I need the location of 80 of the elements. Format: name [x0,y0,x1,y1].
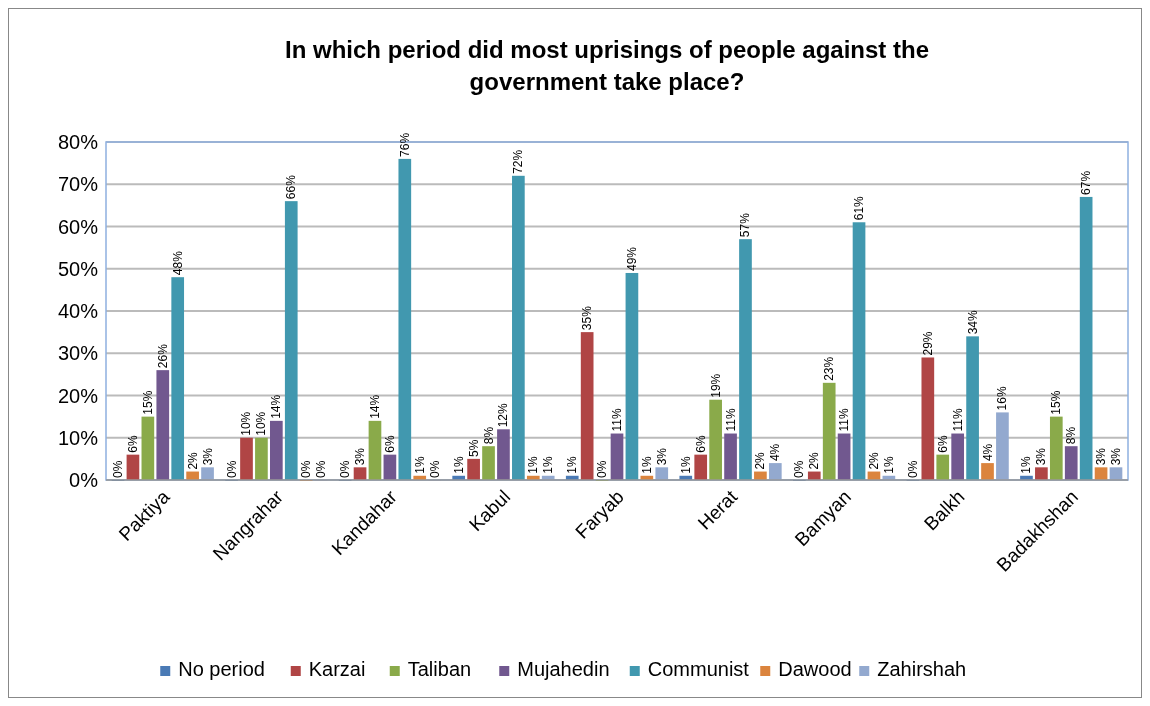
data-label: 3% [1034,447,1049,466]
data-label: 6% [125,434,140,453]
data-label: 23% [822,356,837,381]
y-tick-label: 10% [57,426,99,449]
data-label: 6% [693,434,708,453]
data-label: 6% [935,434,950,453]
data-label: 11% [723,408,738,432]
data-label: 6% [382,434,397,453]
data-label: 1% [881,456,896,474]
data-label: 1% [678,456,693,474]
data-label: 2% [807,451,822,470]
data-label: 35% [580,305,595,331]
data-label: 8% [481,426,496,445]
data-label: 3% [200,447,215,466]
y-tick-label: 40% [57,300,99,322]
data-label: 4% [980,443,995,462]
legend-label: Zahirshah [877,658,967,680]
y-tick-label: 0% [69,469,99,491]
data-label: 12% [496,402,511,428]
data-label: 1% [451,456,466,474]
data-label: 0% [338,460,353,478]
data-label: 3% [1094,447,1109,466]
data-label: 3% [654,447,669,466]
data-label: 4% [768,443,783,462]
data-label: 67% [1079,170,1094,195]
data-label: 48% [170,250,185,276]
data-label: 34% [965,310,980,335]
data-label: 66% [284,174,299,200]
legend-label: Karzai [308,658,366,680]
legend-label: Taliban [407,658,472,680]
data-label: 16% [995,386,1010,411]
data-label: 2% [185,451,200,470]
data-label: 61% [852,195,867,221]
data-label: 49% [624,246,639,271]
data-label: 72% [511,149,526,174]
data-label: 1% [541,456,556,474]
data-label: 10% [239,411,254,436]
data-label: 0% [314,460,329,478]
data-label: 1% [565,456,580,474]
data-label: 10% [254,411,269,436]
data-label: 76% [397,132,412,157]
data-label: 0% [427,460,442,478]
data-label: 26% [155,343,170,369]
data-label: 57% [738,212,753,238]
y-tick-label: 70% [57,173,99,196]
data-label: 11% [610,408,624,432]
data-label: 0% [224,460,239,478]
data-label: 8% [1064,426,1079,445]
data-label: 29% [920,331,935,356]
data-label: 2% [753,451,768,470]
y-tick-label: 50% [57,257,99,280]
data-label: 11% [837,408,852,432]
data-label: 3% [1108,447,1123,466]
legend-label: Mujahedin [517,658,610,680]
data-label: 0% [595,460,610,478]
data-label: 14% [269,394,284,419]
data-label: 1% [412,456,427,474]
data-label: 1% [1019,456,1034,474]
y-tick-label: 80% [57,131,99,153]
legend-label: No period [178,658,265,680]
data-label: 15% [140,390,155,415]
data-label: 0% [792,460,807,478]
data-label: 2% [866,451,881,470]
data-label: 19% [708,373,723,398]
chart-title: In which period did most uprisings of people against the government take place? [284,36,930,95]
data-label: 1% [526,456,541,474]
legend-label: Dawood [778,658,852,680]
data-label: 0% [111,460,126,478]
data-label: 0% [905,460,920,478]
data-label: 14% [367,394,382,419]
data-label: 3% [353,447,368,466]
data-label: 15% [1049,390,1064,415]
data-label: 1% [639,456,654,474]
legend-label: Communist [647,658,750,680]
y-tick-label: 60% [57,215,99,238]
data-label: 0% [299,460,314,478]
y-tick-label: 20% [57,384,99,407]
data-label: 11% [950,408,965,432]
y-tick-label: 30% [57,342,99,365]
data-label: 5% [466,439,481,457]
